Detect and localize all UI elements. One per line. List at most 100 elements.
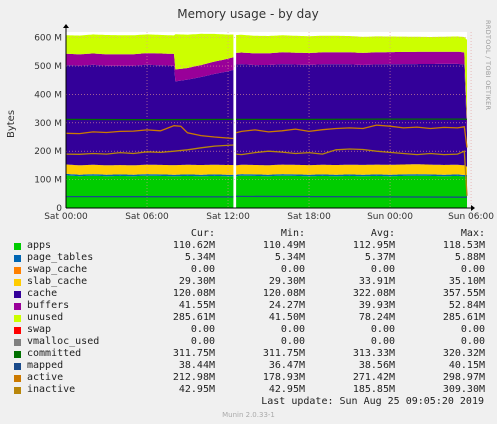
y-tick-label: 200 M [34,147,62,157]
legend-cur-value: 41.55M [178,300,215,311]
legend-avg-value: 78.24M [358,312,395,323]
y-tick-label: 500 M [34,62,62,72]
last-update: Last update: Sun Aug 25 09:05:20 2019 [261,396,484,407]
legend-cur-value: 38.44M [178,360,215,371]
legend-avg-value: 322.08M [352,288,395,299]
line-inactive [236,148,468,196]
legend-avg-value: 271.42M [352,372,395,383]
x-tick-label: Sat 00:00 [44,212,88,222]
legend-name: swap [27,324,52,335]
legend-name: unused [27,312,64,323]
legend-max-value: 0.00 [460,324,485,335]
legend-row-buffers: buffers 41.55M 24.27M 39.93M 52.84M [14,300,490,312]
legend-swatch [14,291,21,298]
y-axis-label: Bytes [6,110,17,138]
area-slab_cache [66,164,467,175]
x-tick-label: Sun 06:00 [448,212,494,222]
header-avg: Avg: [370,228,395,239]
legend-swatch [14,387,21,394]
legend-min-value: 0.00 [280,324,305,335]
legend-header-row: Cur: Min: Avg: Max: [14,228,490,240]
legend-row-swap: swap 0.00 0.00 0.00 0.00 [14,324,490,336]
legend-row-slab_cache: slab_cache 29.30M 29.30M 33.91M 35.10M [14,276,490,288]
legend-cur-value: 212.98M [172,372,215,383]
legend-name: inactive [27,384,76,395]
legend-max-value: 118.53M [442,240,485,251]
legend-row-vmalloc_used: vmalloc_used 0.00 0.00 0.00 0.00 [14,336,490,348]
y-tick-label: 300 M [34,119,62,129]
legend-name: slab_cache [27,276,88,287]
legend-cur-value: 5.34M [184,252,215,263]
legend-avg-value: 313.33M [352,348,395,359]
legend-name: vmalloc_used [27,336,100,347]
legend-row-swap_cache: swap_cache 0.00 0.00 0.00 0.00 [14,264,490,276]
legend-cur-value: 0.00 [190,324,215,335]
legend-cur-value: 110.62M [172,240,215,251]
y-axis-arrow [63,24,69,28]
x-tick-label: Sun 00:00 [367,212,413,222]
x-tick-label: Sat 06:00 [125,212,169,222]
legend-avg-value: 112.95M [352,240,395,251]
legend-max-value: 35.10M [448,276,485,287]
legend-avg-value: 0.00 [370,324,395,335]
legend-swatch [14,279,21,286]
plot-area: 0 100 M 200 M 300 M 400 M 500 M 600 M Sat 00:00… [34,24,494,222]
legend-max-value: 285.61M [442,312,485,323]
legend-min-value: 29.30M [268,276,305,287]
legend-min-value: 311.75M [262,348,305,359]
line-active [65,125,234,140]
legend-max-value: 357.55M [442,288,485,299]
legend-swatch [14,339,21,346]
legend-min-value: 5.34M [274,252,305,263]
y-tick-label: 0 [56,204,62,214]
legend-max-value: 40.15M [448,360,485,371]
legend-row-cache: cache 120.08M 120.08M 322.08M 357.55M [14,288,490,300]
legend-swatch [14,303,21,310]
legend-cur-value: 29.30M [178,276,215,287]
legend-min-value: 24.27M [268,300,305,311]
area-unused [66,33,467,122]
legend-row-page_tables: page_tables 5.34M 5.34M 5.37M 5.88M [14,252,490,264]
legend-row-mapped: mapped 38.44M 36.47M 38.56M 40.15M [14,360,490,372]
legend-min-value: 178.93M [262,372,305,383]
legend-row-inactive: inactive 42.95M 42.95M 185.85M 309.30M [14,384,490,396]
legend-min-value: 0.00 [280,264,305,275]
y-tick-label: 600 M [34,34,62,44]
legend-cur-value: 0.00 [190,336,215,347]
legend-name: page_tables [27,252,94,263]
legend-name: buffers [27,300,70,311]
x-axis-arrow [471,205,475,211]
legend-name: committed [27,348,82,359]
legend-cur-value: 120.08M [172,288,215,299]
legend-max-value: 309.30M [442,384,485,395]
legend-max-value: 298.97M [442,372,485,383]
legend-swatch [14,351,21,358]
legend-avg-value: 5.37M [364,252,395,263]
legend-min-value: 41.50M [268,312,305,323]
chart-title: Memory usage - by day [177,7,318,21]
y-tick-label: 400 M [34,90,62,100]
legend-max-value: 5.88M [454,252,485,263]
legend-row-committed: committed 311.75M 311.75M 313.33M 320.32M [14,348,490,360]
header-min: Min: [280,228,305,239]
legend-row-apps: apps 110.62M 110.49M 112.95M 118.53M [14,240,490,252]
legend-avg-value: 39.93M [358,300,395,311]
header-max: Max: [460,228,485,239]
area-page_tables [66,173,467,177]
legend-avg-value: 38.56M [358,360,395,371]
line-active [235,124,468,148]
legend-swatch [14,315,21,322]
legend-avg-value: 0.00 [370,336,395,347]
legend-min-value: 42.95M [268,384,305,395]
legend-max-value: 0.00 [460,336,485,347]
legend-avg-value: 185.85M [352,384,395,395]
legend-max-value: 52.84M [448,300,485,311]
x-tick-label: Sat 18:00 [287,212,331,222]
legend-name: active [27,372,64,383]
legend-table: Cur: Min: Avg: Max: apps 110.62M 110.49M 11… [14,228,490,396]
legend-max-value: 320.32M [442,348,485,359]
legend-name: apps [27,240,52,251]
area-buffers [66,51,467,133]
legend-name: mapped [27,360,64,371]
